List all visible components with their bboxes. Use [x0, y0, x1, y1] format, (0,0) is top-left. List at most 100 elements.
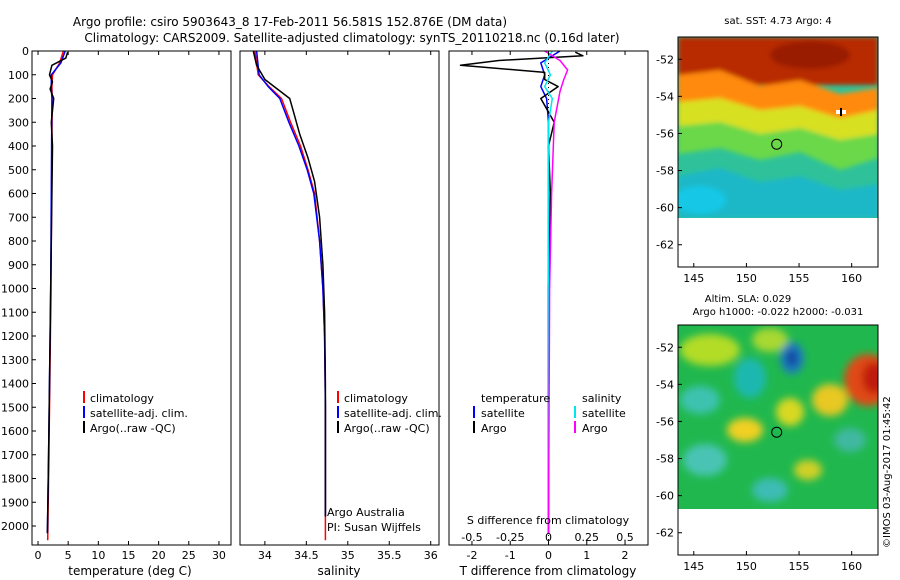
lon-tick-label: 155: [789, 272, 810, 285]
x-tick-label: -1: [505, 549, 516, 562]
difference-plot-content: [459, 50, 584, 545]
s-tick-label: 0: [545, 531, 552, 544]
y-tick-label: 1100: [1, 306, 29, 319]
lon-tick-label: 145: [683, 272, 704, 285]
y-tick-label: 1700: [1, 449, 29, 462]
y-tick-label: 0: [22, 45, 29, 58]
temperature-x-label: temperature (deg C): [68, 564, 191, 578]
s-difference-x-ticks: -0.5 -0.25 0 0.25 0.5: [461, 531, 634, 544]
y-tick-label: 1000: [1, 283, 29, 296]
sst-lat-ticks: -52 -54 -56 -58 -60 -62: [656, 53, 682, 252]
x-tick-label: 35: [341, 549, 355, 562]
sla-yellow-blob: [794, 460, 822, 480]
y-tick-label: 1500: [1, 401, 29, 414]
y-tick-label: 1900: [1, 496, 29, 509]
series-line-sal_argo: [544, 50, 569, 534]
series-line-temp_satellite: [540, 50, 561, 534]
legend-t-argo-label: Argo: [481, 422, 507, 435]
s-tick-label: -0.25: [496, 531, 524, 544]
sla-cyan-blob: [683, 444, 727, 476]
t-difference-x-ticks: -2 -1 0 1 2: [466, 51, 629, 562]
lat-tick-label: -58: [656, 165, 674, 178]
y-tick-label: 100: [8, 69, 29, 82]
temperature-axes-frame: [31, 50, 232, 546]
x-tick-label: 5: [65, 549, 72, 562]
legend-s-satellite-label: satellite: [582, 407, 626, 420]
y-tick-label: 1400: [1, 378, 29, 391]
x-tick-label: 34: [258, 549, 272, 562]
lon-tick-label: 160: [841, 272, 862, 285]
y-tick-label: 800: [8, 235, 29, 248]
sla-axes-frame: [677, 324, 879, 556]
x-tick-label: 10: [91, 549, 105, 562]
t-difference-x-label: T difference from climatology: [459, 564, 637, 578]
legend-s-argo-label: Argo: [582, 422, 608, 435]
sla-map-subtitle: Argo h1000: -0.022 h2000: -0.031: [693, 307, 864, 318]
sst-orange-band: [678, 70, 878, 118]
y-tick-label: 500: [8, 164, 29, 177]
legend-temperature-heading: temperature: [481, 392, 550, 405]
sla-map-title: Altim. SLA: 0.029: [705, 294, 791, 305]
legend-argo-label: Argo(..raw -QC): [90, 422, 176, 435]
y-tick-label: 1600: [1, 425, 29, 438]
salinity-plot-content: [252, 50, 327, 541]
s-tick-label: 0.5: [616, 531, 634, 544]
sla-yellow-blob: [727, 418, 763, 442]
lat-tick-label: -60: [656, 490, 674, 503]
legend-satellite-label: satellite-adj. clim.: [344, 407, 442, 420]
temperature-plot-content: [46, 50, 69, 541]
temperature-legend: climatology satellite-adj. clim. Argo(..…: [83, 391, 188, 435]
salinity-x-ticks: 34 34.5 35 35.5 36: [258, 51, 438, 562]
legend-t-satellite-label: satellite: [481, 407, 525, 420]
lat-tick-label: -62: [656, 239, 674, 252]
y-tick-label: 600: [8, 188, 29, 201]
sla-lat-ticks: -52 -54 -56 -58 -60 -62: [656, 341, 682, 540]
sla-cyan-blob: [834, 428, 866, 452]
salinity-panel: 34 34.5 35 35.5 36 salinity climatology sate…: [239, 50, 442, 578]
lat-tick-label: -56: [656, 415, 674, 428]
sst-heatmap: [678, 37, 878, 218]
lat-tick-label: -58: [656, 453, 674, 466]
sst-nodata-area: [678, 218, 878, 267]
sla-heatmap: [678, 325, 878, 509]
sla-cyan-blob: [752, 478, 788, 502]
series-line-argo: [46, 51, 69, 534]
sla-cyan-blob: [680, 386, 720, 414]
x-tick-label: 35.5: [377, 549, 402, 562]
x-tick-label: 0: [35, 549, 42, 562]
series-line-temp_argo: [459, 51, 584, 534]
legend-climatology-label: climatology: [344, 392, 408, 405]
salinity-x-label: salinity: [317, 564, 360, 578]
y-tick-label: 1200: [1, 330, 29, 343]
x-tick-label: 15: [121, 549, 135, 562]
sla-nodata-area: [678, 509, 878, 555]
lon-tick-label: 160: [841, 560, 862, 573]
difference-panel: -2 -1 0 1 2 -0.5 -0.25 0 0.25 0.5 S difference f…: [448, 50, 649, 578]
series-line-argo: [252, 50, 327, 517]
y-tick-label: 900: [8, 259, 29, 272]
lat-tick-label: -56: [656, 127, 674, 140]
s-difference-x-label: S difference from climatology: [467, 514, 630, 527]
sst-dark-patch: [770, 41, 850, 69]
lat-tick-label: -60: [656, 202, 674, 215]
x-tick-label: 25: [182, 549, 196, 562]
s-tick-label: -0.5: [461, 531, 482, 544]
lat-tick-label: -54: [656, 90, 674, 103]
x-tick-label: -2: [466, 549, 477, 562]
sla-yellow-blob: [776, 398, 804, 426]
lon-tick-label: 150: [736, 560, 757, 573]
sla-yellow-blob: [680, 334, 740, 366]
lat-tick-label: -52: [656, 53, 674, 66]
sst-yellow-band: [678, 98, 878, 142]
legend-satellite-label: satellite-adj. clim.: [90, 407, 188, 420]
y-tick-label: 400: [8, 140, 29, 153]
y-tick-label: 2000: [1, 520, 29, 533]
sst-cool-band: [678, 168, 878, 218]
lon-tick-label: 155: [789, 560, 810, 573]
credit-line1: Argo Australia: [327, 506, 405, 519]
x-tick-label: 20: [152, 549, 166, 562]
sla-lon-ticks: 145 150 155 160: [683, 551, 862, 573]
lat-tick-label: -54: [656, 378, 674, 391]
y-tick-label: 300: [8, 116, 29, 129]
